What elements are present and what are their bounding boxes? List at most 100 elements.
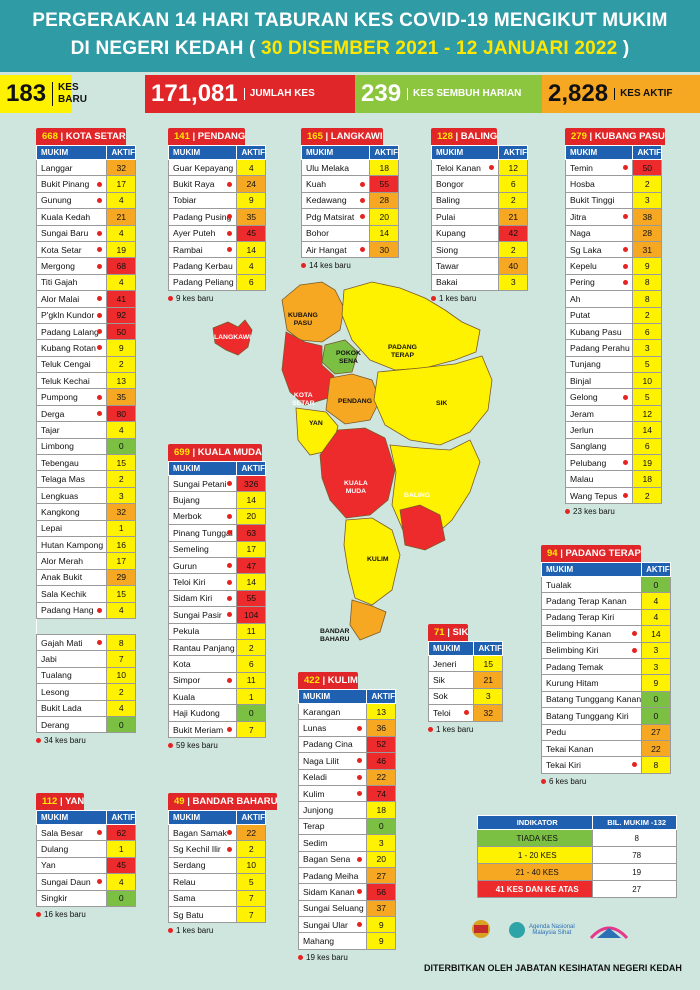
mukim-name: Kuala xyxy=(167,688,238,706)
new-case-dot xyxy=(227,595,233,601)
legend-label: 41 KES DAN KE ATAS xyxy=(476,880,594,898)
new-case-dot xyxy=(357,774,363,780)
aktif-value: 326 xyxy=(236,474,266,493)
district-table: MUKIM AKTIF Jeneri 15 Sik 21 Sok 3 Teloi 32 xyxy=(427,641,503,722)
mukim-name: Dulang xyxy=(35,840,108,858)
mukim-name: Teluk Kechai xyxy=(35,372,108,390)
new-cases-note: 1 kes baru xyxy=(428,725,503,734)
new-case-dot xyxy=(97,181,103,187)
stat-3: 239 KES SEMBUH HARIAN xyxy=(355,75,542,113)
new-case-dot xyxy=(227,513,233,519)
mukim-name: Jerlun xyxy=(564,421,634,439)
aktif-value: 5 xyxy=(236,873,266,891)
mukim-name: Kupang xyxy=(430,224,500,242)
new-case-dot xyxy=(97,640,103,646)
table-row: Kuala 1 xyxy=(167,688,266,706)
aktif-value: 18 xyxy=(366,801,396,819)
table-row: Tualak 0 xyxy=(540,575,671,594)
mukim-name: Ulu Melaka xyxy=(300,158,371,177)
table-row: Relau 5 xyxy=(167,873,266,891)
mukim-name: Sala Besar xyxy=(35,823,108,842)
table-row: Teloi Kiri 14 xyxy=(167,573,266,591)
aktif-value: 47 xyxy=(236,556,266,575)
district-table: MUKIM AKTIF Sungai Petani 326 Bujang 14 Merbok… xyxy=(167,461,266,739)
aktif-value: 9 xyxy=(236,191,266,210)
table-row: Tualang 10 xyxy=(35,666,136,685)
table-row: Jabi 7 xyxy=(35,650,136,668)
aktif-value: 2 xyxy=(236,638,266,657)
table-row: Pumpong 35 xyxy=(35,388,136,406)
district-table: MUKIM AKTIF Guar Kepayang 4 Bukit Raya 24 Tobi… xyxy=(167,145,266,292)
table-row: Padang Pusing 35 xyxy=(167,208,266,226)
panel-yan: 112 | YAN MUKIM AKTIF Sala Besar 62 Dulang 1 Ya… xyxy=(35,791,136,919)
map-baling-red xyxy=(399,504,446,551)
mukim-name: Derga xyxy=(35,404,108,423)
table-row: Pekula 11 xyxy=(167,622,266,640)
col-mukim: MUKIM xyxy=(167,810,238,825)
aktif-value: 1 xyxy=(106,840,136,858)
mukim-name: Relau xyxy=(167,873,238,891)
table-row: Kuah 55 xyxy=(300,175,399,193)
map-label-kota-setar: KOTA SETAR xyxy=(292,392,315,407)
mukim-name: Tobiar xyxy=(167,191,238,210)
mukim-name: Gelong xyxy=(564,388,634,406)
table-row: Sg Laka 31 xyxy=(564,240,662,259)
mukim-name: Langgar xyxy=(35,158,108,177)
table-row: Bongor 6 xyxy=(430,175,528,193)
new-cases-note: 6 kes baru xyxy=(541,777,665,786)
mukim-name: Bagan Samak xyxy=(167,823,238,842)
table-row: Jeram 12 xyxy=(564,404,662,423)
table-row: Alor Merah 17 xyxy=(35,552,136,570)
mukim-name: Teloi Kiri xyxy=(167,573,238,591)
table-row: Belimbing Kanan 14 xyxy=(540,625,671,643)
aktif-value: 55 xyxy=(236,589,266,608)
kedah-sejahtera-logo xyxy=(589,918,629,942)
panel-pendang: 141 | PENDANG MUKIM AKTIF Guar Kepayang 4 Buk… xyxy=(167,126,266,303)
table-row: Junjong 18 xyxy=(297,801,396,819)
district-table: MUKIM AKTIF Tualak 0 Padang Terap Kanan 4 Pada… xyxy=(540,562,671,774)
mukim-name: Sik xyxy=(427,671,475,689)
district-table: MUKIM AKTIF Sala Besar 62 Dulang 1 Yan 45 Sungai… xyxy=(35,810,136,907)
aktif-value: 4 xyxy=(106,699,136,717)
table-row: Padang Lalang 50 xyxy=(35,322,136,341)
district-table: MUKIM AKTIF Ulu Melaka 18 Kuah 55 Kedawang 28 Pd… xyxy=(300,145,399,259)
aktif-value: 22 xyxy=(236,823,266,842)
map-bandar-baharu xyxy=(349,599,387,641)
aktif-value: 68 xyxy=(106,257,136,275)
aktif-value: 29 xyxy=(106,568,136,587)
mukim-name: Jitra xyxy=(564,208,634,226)
mukim-name: Pering xyxy=(564,273,634,292)
table-row: Lesong 2 xyxy=(35,683,136,701)
aktif-value: 16 xyxy=(106,535,136,554)
table-row: Gajah Mati 8 xyxy=(35,633,136,652)
table-row: Air Hangat 30 xyxy=(300,240,399,259)
table-row: Lunas 36 xyxy=(297,719,396,737)
mukim-name: Kubang Rotan xyxy=(35,339,108,357)
mukim-name: Tekai Kiri xyxy=(540,756,643,774)
red-dot-icon xyxy=(168,296,173,302)
mukim-name: Guar Kepayang xyxy=(167,158,238,177)
table-row: Sik 21 xyxy=(427,671,503,689)
mukim-name: Kubang Pasu xyxy=(564,322,634,341)
mukim-name: Tualang xyxy=(35,666,108,685)
aktif-value: 50 xyxy=(106,322,136,341)
table-row: Gurun 47 xyxy=(167,556,266,575)
legend-row: 1 - 20 KES 78 xyxy=(476,846,677,864)
aktif-value: 5 xyxy=(632,388,662,406)
legend-col-indikator: INDIKATOR xyxy=(476,815,594,830)
red-dot-icon xyxy=(431,296,436,302)
new-case-dot xyxy=(357,889,363,895)
aktif-value: 40 xyxy=(498,257,528,275)
mukim-name: Alor Merah xyxy=(35,552,108,570)
map-sik xyxy=(373,355,493,446)
map-label-pendang: PENDANG xyxy=(338,398,372,405)
stat-label: JUMLAH KES xyxy=(243,88,315,100)
aktif-value: 7 xyxy=(236,720,266,739)
new-case-dot xyxy=(227,247,233,253)
district-title: 279 | KUBANG PASU xyxy=(565,128,665,145)
mukim-name: P'gkln Kundor xyxy=(35,306,108,324)
aktif-value: 7 xyxy=(106,650,136,668)
new-case-dot xyxy=(227,830,233,836)
aktif-value: 10 xyxy=(236,856,266,875)
table-row: Sungai Pasir 104 xyxy=(167,606,266,624)
